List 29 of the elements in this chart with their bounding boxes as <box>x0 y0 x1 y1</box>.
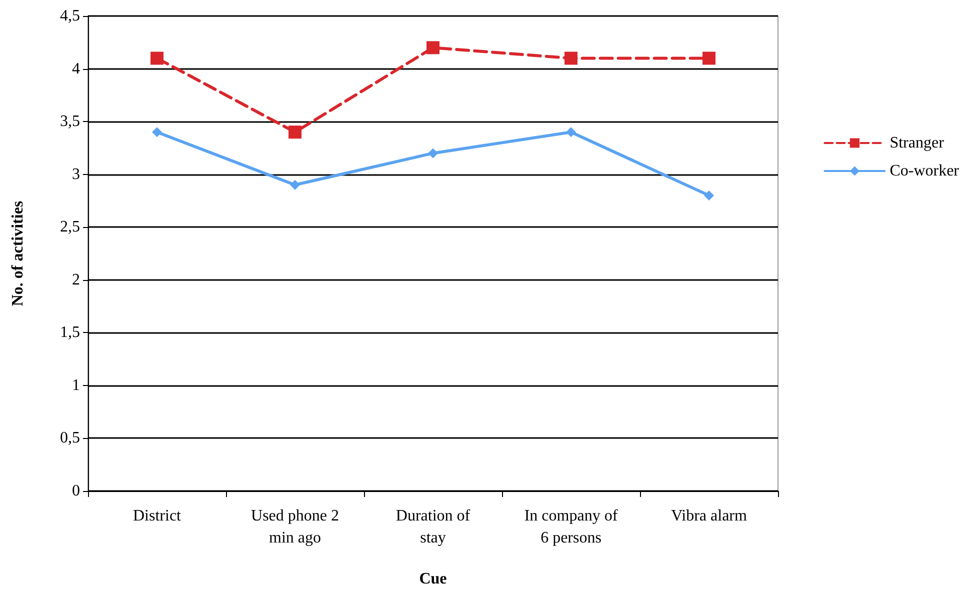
y-tick-label: 3 <box>72 166 80 183</box>
x-axis-title: Cue <box>419 570 447 588</box>
point <box>288 126 302 139</box>
point <box>290 180 300 190</box>
point <box>152 127 162 138</box>
x-tick-label: Vibra alarm <box>671 508 748 524</box>
y-tick-label: 4 <box>72 60 80 78</box>
x-tick-label: Duration of stay <box>396 508 471 546</box>
y-axis-title: No. of activities <box>10 200 26 306</box>
point <box>426 41 440 54</box>
legend-label: Stranger <box>890 134 945 152</box>
y-tick-label: 0,5 <box>60 430 80 447</box>
x-tick-label: District <box>133 508 182 524</box>
point <box>564 52 578 65</box>
point <box>566 127 576 138</box>
y-tick-label: 4,5 <box>60 8 80 24</box>
y-tick-label: 3,5 <box>60 113 80 130</box>
y-tick-label: 1,5 <box>60 324 80 342</box>
y-tick-label: 2 <box>72 271 80 288</box>
x-tick-label: Used phone 2 min ago <box>251 508 339 546</box>
point <box>702 52 716 65</box>
point <box>428 148 438 158</box>
y-tick-label: 2,5 <box>60 218 80 236</box>
point <box>150 52 164 65</box>
point <box>704 190 714 200</box>
x-tick-label: In company of 6 persons <box>524 508 618 546</box>
y-tick-label: 1 <box>72 376 80 394</box>
legend-label: Co-worker <box>890 162 960 180</box>
y-tick-label: 0 <box>72 482 80 500</box>
